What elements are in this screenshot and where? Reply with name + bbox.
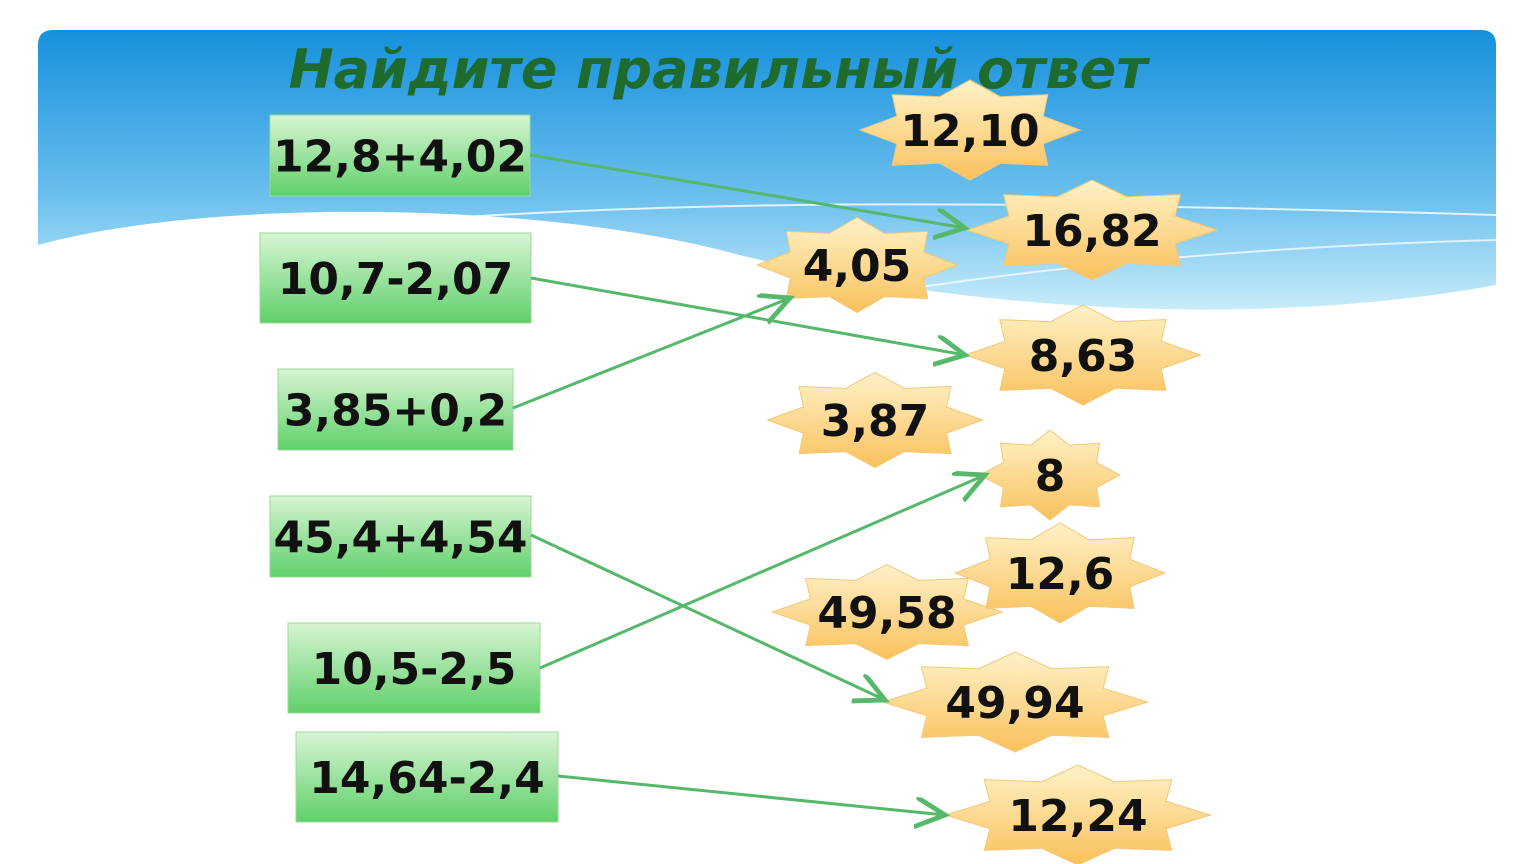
title: Найдите правильный ответ [288,38,1150,101]
arrow [557,774,945,815]
expression-box [269,495,532,578]
answer: 12,6 [1006,549,1115,600]
expression: 45,4+4,54 [274,513,528,564]
answer-star [755,216,959,314]
answer: 12,24 [1008,791,1147,842]
answer: 49,94 [945,678,1084,729]
answer-star [858,79,1082,181]
expressions: 12,8+4,02 10,7-2,07 3,85+0,2 45,4+4,54 10,5-… [259,114,559,823]
answer-star [766,371,984,469]
expression-box [295,731,559,823]
expression: 10,5-2,5 [312,644,517,695]
answer: 4,05 [803,241,912,292]
arrow [530,276,965,355]
expression: 10,7-2,07 [278,254,513,305]
expression-box [287,622,541,714]
expression: 3,85+0,2 [284,386,507,437]
arrow [539,475,985,670]
answer: 8,63 [1029,331,1138,382]
expression-box [277,368,514,451]
arrows [512,153,985,815]
answer: 49,58 [817,588,956,639]
arrow [530,533,885,700]
answers: 12,10 16,82 4,05 8,63 3,87 8 49,58 12,6 49,94 12,… [755,79,1219,864]
answer: 16,82 [1022,206,1161,257]
answer: 3,87 [821,396,930,447]
expression: 12,8+4,02 [273,132,527,183]
wave [419,203,1497,221]
arrow [529,153,965,228]
expression-box [269,114,531,197]
answer-star [770,563,1004,661]
answer-star [953,522,1167,624]
answer: 8 [1035,451,1066,502]
arrow [512,298,790,410]
expression: 14,64-2,4 [309,753,544,804]
wave [899,239,1497,291]
answer: 12,10 [900,106,1039,157]
